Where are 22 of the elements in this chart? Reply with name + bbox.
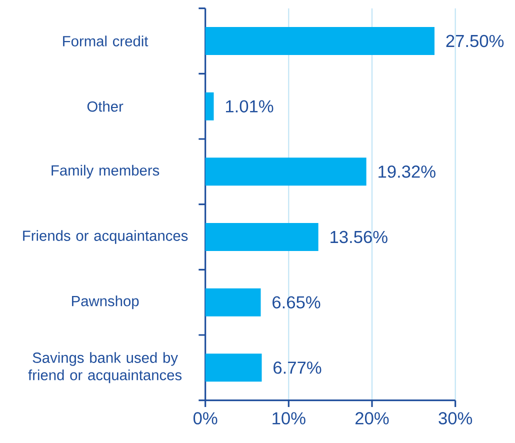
bar [205, 288, 261, 316]
bar [205, 354, 262, 382]
y-tick-label: Pawnshop [72, 296, 139, 310]
y-tick-label: Family members [52, 164, 160, 178]
data-label: 19.32% [378, 166, 436, 178]
data-label: 1.01% [226, 100, 274, 112]
x-tick-label: 20% [356, 412, 389, 424]
y-tick-label: Friends or acquaintances [23, 230, 188, 244]
x-tick-label: 30% [438, 412, 472, 424]
y-tick-label: Other [87, 100, 124, 112]
data-label: 6.77% [274, 362, 322, 374]
bar [205, 92, 214, 120]
x-tick-label: 10% [272, 412, 306, 424]
bar [205, 158, 366, 186]
y-tick-label: Savings bank used by friend or acquaintances [28, 352, 182, 384]
data-label: 6.65% [272, 296, 320, 308]
bar [205, 223, 318, 252]
x-tick-label: 0% [193, 412, 218, 424]
y-tick-label: Formal credit [63, 36, 148, 46]
data-label: 13.56% [330, 230, 388, 244]
data-label: 27.50% [446, 34, 504, 48]
bar [205, 27, 434, 55]
